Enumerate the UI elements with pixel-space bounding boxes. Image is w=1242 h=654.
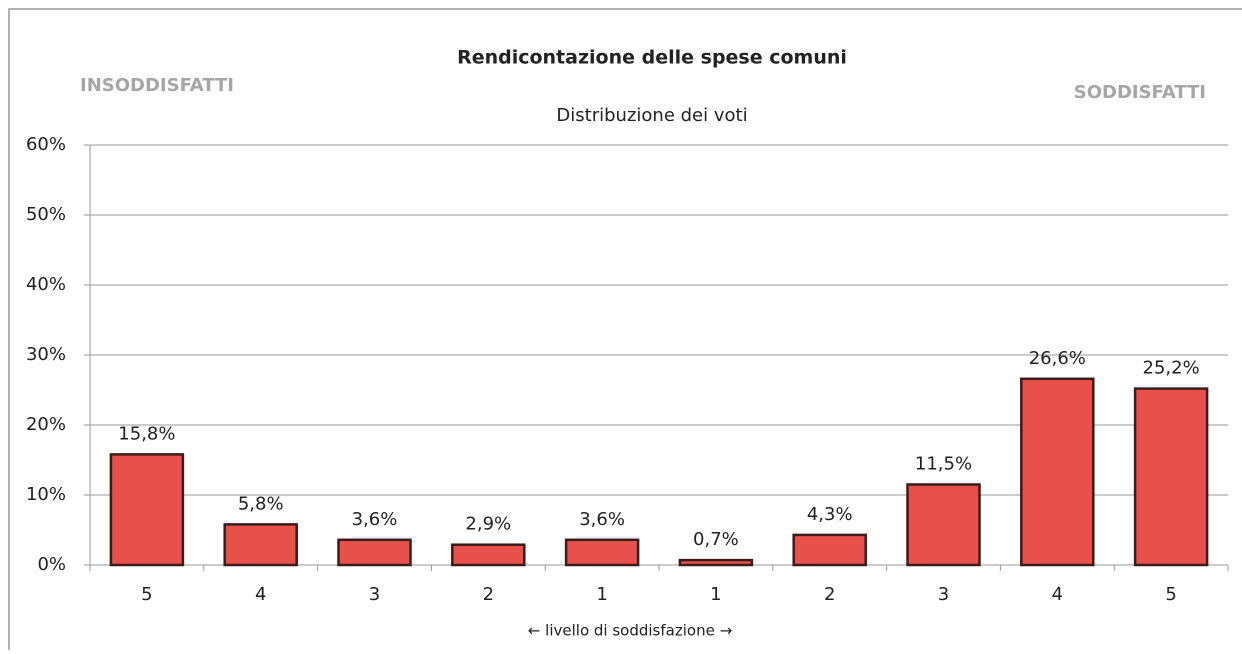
- annotation-left: INSODDISFATTI: [80, 75, 234, 96]
- chart-subtitle: Distribuzione dei voti: [556, 105, 747, 126]
- annotation-right: SODDISFATTI: [1074, 82, 1206, 103]
- value-label: 4,3%: [807, 504, 853, 525]
- x-axis-label: ← livello di soddisfazione →: [528, 622, 732, 640]
- bar: [906, 483, 981, 567]
- x-tick-label: 4: [1052, 584, 1063, 605]
- x-tick-label: 2: [483, 584, 494, 605]
- y-tick-label: 10%: [26, 484, 66, 505]
- bar: [1020, 377, 1095, 567]
- bar: [1133, 387, 1209, 567]
- value-label: 3,6%: [579, 509, 625, 530]
- value-label: 26,6%: [1029, 348, 1086, 369]
- y-tick-label: 20%: [26, 414, 66, 435]
- x-tick-label: 5: [141, 584, 152, 605]
- bar: [564, 538, 640, 567]
- x-tick-label: 3: [938, 584, 949, 605]
- y-tick-label: 50%: [26, 204, 66, 225]
- y-tick-label: 0%: [37, 554, 66, 575]
- x-tick-label: 4: [255, 584, 266, 605]
- bar: [109, 453, 185, 567]
- x-tick-label: 1: [596, 584, 607, 605]
- value-label: 2,9%: [465, 514, 511, 535]
- value-label: 15,8%: [118, 423, 175, 444]
- x-tick-label: 2: [824, 584, 835, 605]
- value-label: 0,7%: [693, 529, 739, 550]
- bar: [451, 543, 526, 567]
- value-label: 3,6%: [352, 509, 398, 530]
- value-label: 25,2%: [1143, 358, 1200, 379]
- y-tick-label: 30%: [26, 344, 66, 365]
- chart-title: Rendicontazione delle spese comuni: [457, 47, 847, 69]
- x-tick-label: 5: [1165, 584, 1176, 605]
- value-label: 5,8%: [238, 493, 284, 514]
- value-label: 11,5%: [915, 454, 972, 475]
- x-tick-label: 1: [710, 584, 721, 605]
- y-tick-label: 60%: [26, 134, 66, 155]
- y-tick-label: 40%: [26, 274, 66, 295]
- bar: [337, 538, 412, 567]
- bar: [223, 523, 298, 567]
- x-tick-label: 3: [369, 584, 380, 605]
- bar: [792, 533, 867, 567]
- bar: [678, 558, 754, 567]
